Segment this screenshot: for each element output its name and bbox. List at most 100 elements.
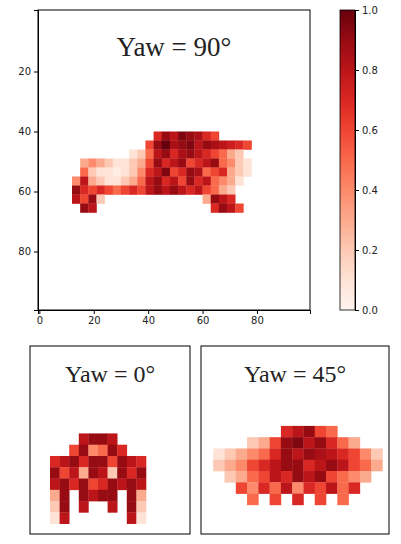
heat-cell [281,482,293,494]
heat-cell [337,437,349,449]
heat-cell [108,501,118,513]
x-tick: 20 [88,310,101,326]
panel: 02040608020406080Yaw = 90° [18,10,310,326]
heat-cell [105,177,113,186]
heat-cell [337,460,349,472]
y-axis: 20406080 [18,11,38,311]
heat-cell [186,132,194,141]
heat-cell [117,456,127,468]
heat-cell [225,460,237,472]
heat-cell [211,141,219,150]
heat-cell [360,448,372,460]
colorbar-tick-label: 1.0 [362,5,378,16]
heat-cell [145,168,153,177]
plot-background [201,346,389,534]
x-tick-mark [257,310,258,314]
y-tick: 80 [18,246,38,257]
heat-cell [96,177,104,186]
heat-cell [243,141,251,150]
y-tick: 20 [18,66,38,77]
heat-cell [235,204,243,213]
heat-cell [129,150,137,159]
heat-cell [88,456,98,468]
heat-cell [243,159,251,168]
heat-cell [227,150,235,159]
heat-cell [137,159,145,168]
heat-cell [213,460,225,472]
panel: Yaw = 0° [30,346,190,534]
heat-cell [129,159,137,168]
y-tick-mark [34,72,38,73]
colorbar-tick: 0.4 [355,185,378,196]
heat-cell [326,471,338,483]
y-tick-label: 20 [18,66,31,77]
heat-cell [270,494,282,506]
plot-frame [30,346,190,534]
heat-cell [50,479,60,491]
heat-cell [113,159,121,168]
heat-cell [219,204,227,213]
heat-cell [108,433,118,445]
x-tick-label: 60 [197,315,210,326]
heat-cell [162,168,170,177]
x-axis: 020406080 [37,310,311,326]
heat-cell [154,168,162,177]
heat-cell [281,448,293,460]
heat-cell [162,177,170,186]
x-tick: 40 [142,310,155,326]
heat-cell [303,426,315,438]
heat-cell [292,448,304,460]
heat-cell [270,471,282,483]
heat-cell [79,479,89,491]
heat-cell [360,460,372,472]
heat-cell [227,195,235,204]
heat-cell [137,168,145,177]
heat-cell [50,501,60,513]
heat-cell [178,150,186,159]
heat-cell [154,177,162,186]
heat-cell [292,437,304,449]
heat-cell [72,186,80,195]
heat-cell [326,426,338,438]
heat-cell [79,433,89,445]
heat-cell [129,177,137,186]
heat-cell [186,141,194,150]
heat-cell [170,177,178,186]
heat-cell [303,460,315,472]
heat-cell [211,195,219,204]
plot-frame [201,346,389,534]
cells [72,132,252,213]
heat-cell [247,471,259,483]
heat-cell [88,186,96,195]
heat-cell [203,168,211,177]
heat-cell [96,168,104,177]
heat-cell [79,490,89,502]
heat-cell [236,460,248,472]
heat-cell [270,437,282,449]
heat-cell [326,460,338,472]
heat-cell [127,501,137,513]
heat-cell [69,445,79,457]
heat-cell [247,460,259,472]
heat-cell [88,159,96,168]
heat-cell [235,150,243,159]
x-tick-mark [39,310,40,314]
heat-cell [243,168,251,177]
colorbar-tick: 0.6 [355,125,378,136]
heat-cell [178,132,186,141]
heat-cell [145,159,153,168]
heat-cell [194,150,202,159]
heat-cell [88,433,98,445]
heat-cell [247,482,259,494]
x-tick-label: 20 [88,315,101,326]
heat-cell [203,159,211,168]
heat-cell [108,467,118,479]
heat-cell [121,177,129,186]
colorbar-gradient [340,10,355,310]
heat-cell [121,168,129,177]
colorbar-tick-label: 0.0 [362,305,378,316]
heat-cell [162,186,170,195]
heat-cell [270,448,282,460]
heat-cell [247,494,259,506]
x-tick-mark [203,310,204,314]
